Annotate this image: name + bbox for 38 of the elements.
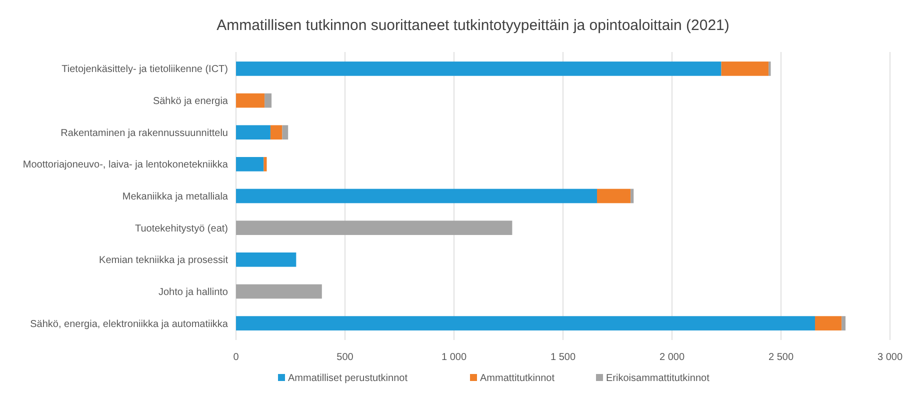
y-tick-label: Rakentaminen ja rakennussuunnittelu <box>60 128 228 139</box>
bar <box>597 188 631 204</box>
x-tick-label: 1 500 <box>550 352 576 363</box>
x-tick-label: 2 500 <box>768 352 794 363</box>
x-tick-label: 500 <box>336 352 354 363</box>
y-tick-label: Sähkö ja energia <box>152 96 228 108</box>
y-tick-label: Sähkö, energia, elektroniikka ja automatiikka <box>30 318 228 330</box>
bar <box>270 125 282 140</box>
bar <box>236 252 296 267</box>
y-tick-label: Mekaniikka ja metalliala <box>122 192 228 202</box>
y-tick-label: Kemian tekniikka ja prosessit <box>99 255 228 266</box>
x-tick-label: 2 000 <box>659 352 685 363</box>
bar <box>264 157 267 172</box>
bar <box>236 188 598 204</box>
bar <box>236 125 270 140</box>
bar <box>630 188 634 204</box>
y-tick-label: Tietojenkäsittely- ja tietoliikenne (ICT) <box>62 64 228 76</box>
legend-label: Ammattitutkinnot <box>480 373 555 384</box>
chart-title: Ammatillisen tutkinnon suorittaneet tutkintotyypeittäin ja opintoaloittain (2021) <box>216 17 730 34</box>
y-tick-label: Johto ja hallinto <box>158 286 228 298</box>
x-tick-label: 3 000 <box>877 352 903 363</box>
bar <box>236 284 322 299</box>
bar <box>236 316 816 330</box>
bar <box>842 316 846 330</box>
bar <box>236 157 264 172</box>
bar <box>282 125 288 140</box>
bar <box>721 62 769 76</box>
bar <box>236 220 512 235</box>
x-tick-label: 0 <box>233 352 240 363</box>
y-tick-label: Tuotekehitystyö (eat) <box>134 223 228 234</box>
bar <box>236 93 265 108</box>
y-tick-label: Moottoriajoneuvo-, laiva- ja lentokonetekniikka <box>22 160 228 171</box>
x-tick-label: 1 000 <box>441 352 467 363</box>
bar <box>264 93 272 108</box>
bar <box>815 316 842 330</box>
bar <box>236 62 722 76</box>
legend-label: Ammatilliset perustutkinnot <box>288 373 408 384</box>
legend-label: Erikoisammattitutkinnot <box>606 373 710 384</box>
